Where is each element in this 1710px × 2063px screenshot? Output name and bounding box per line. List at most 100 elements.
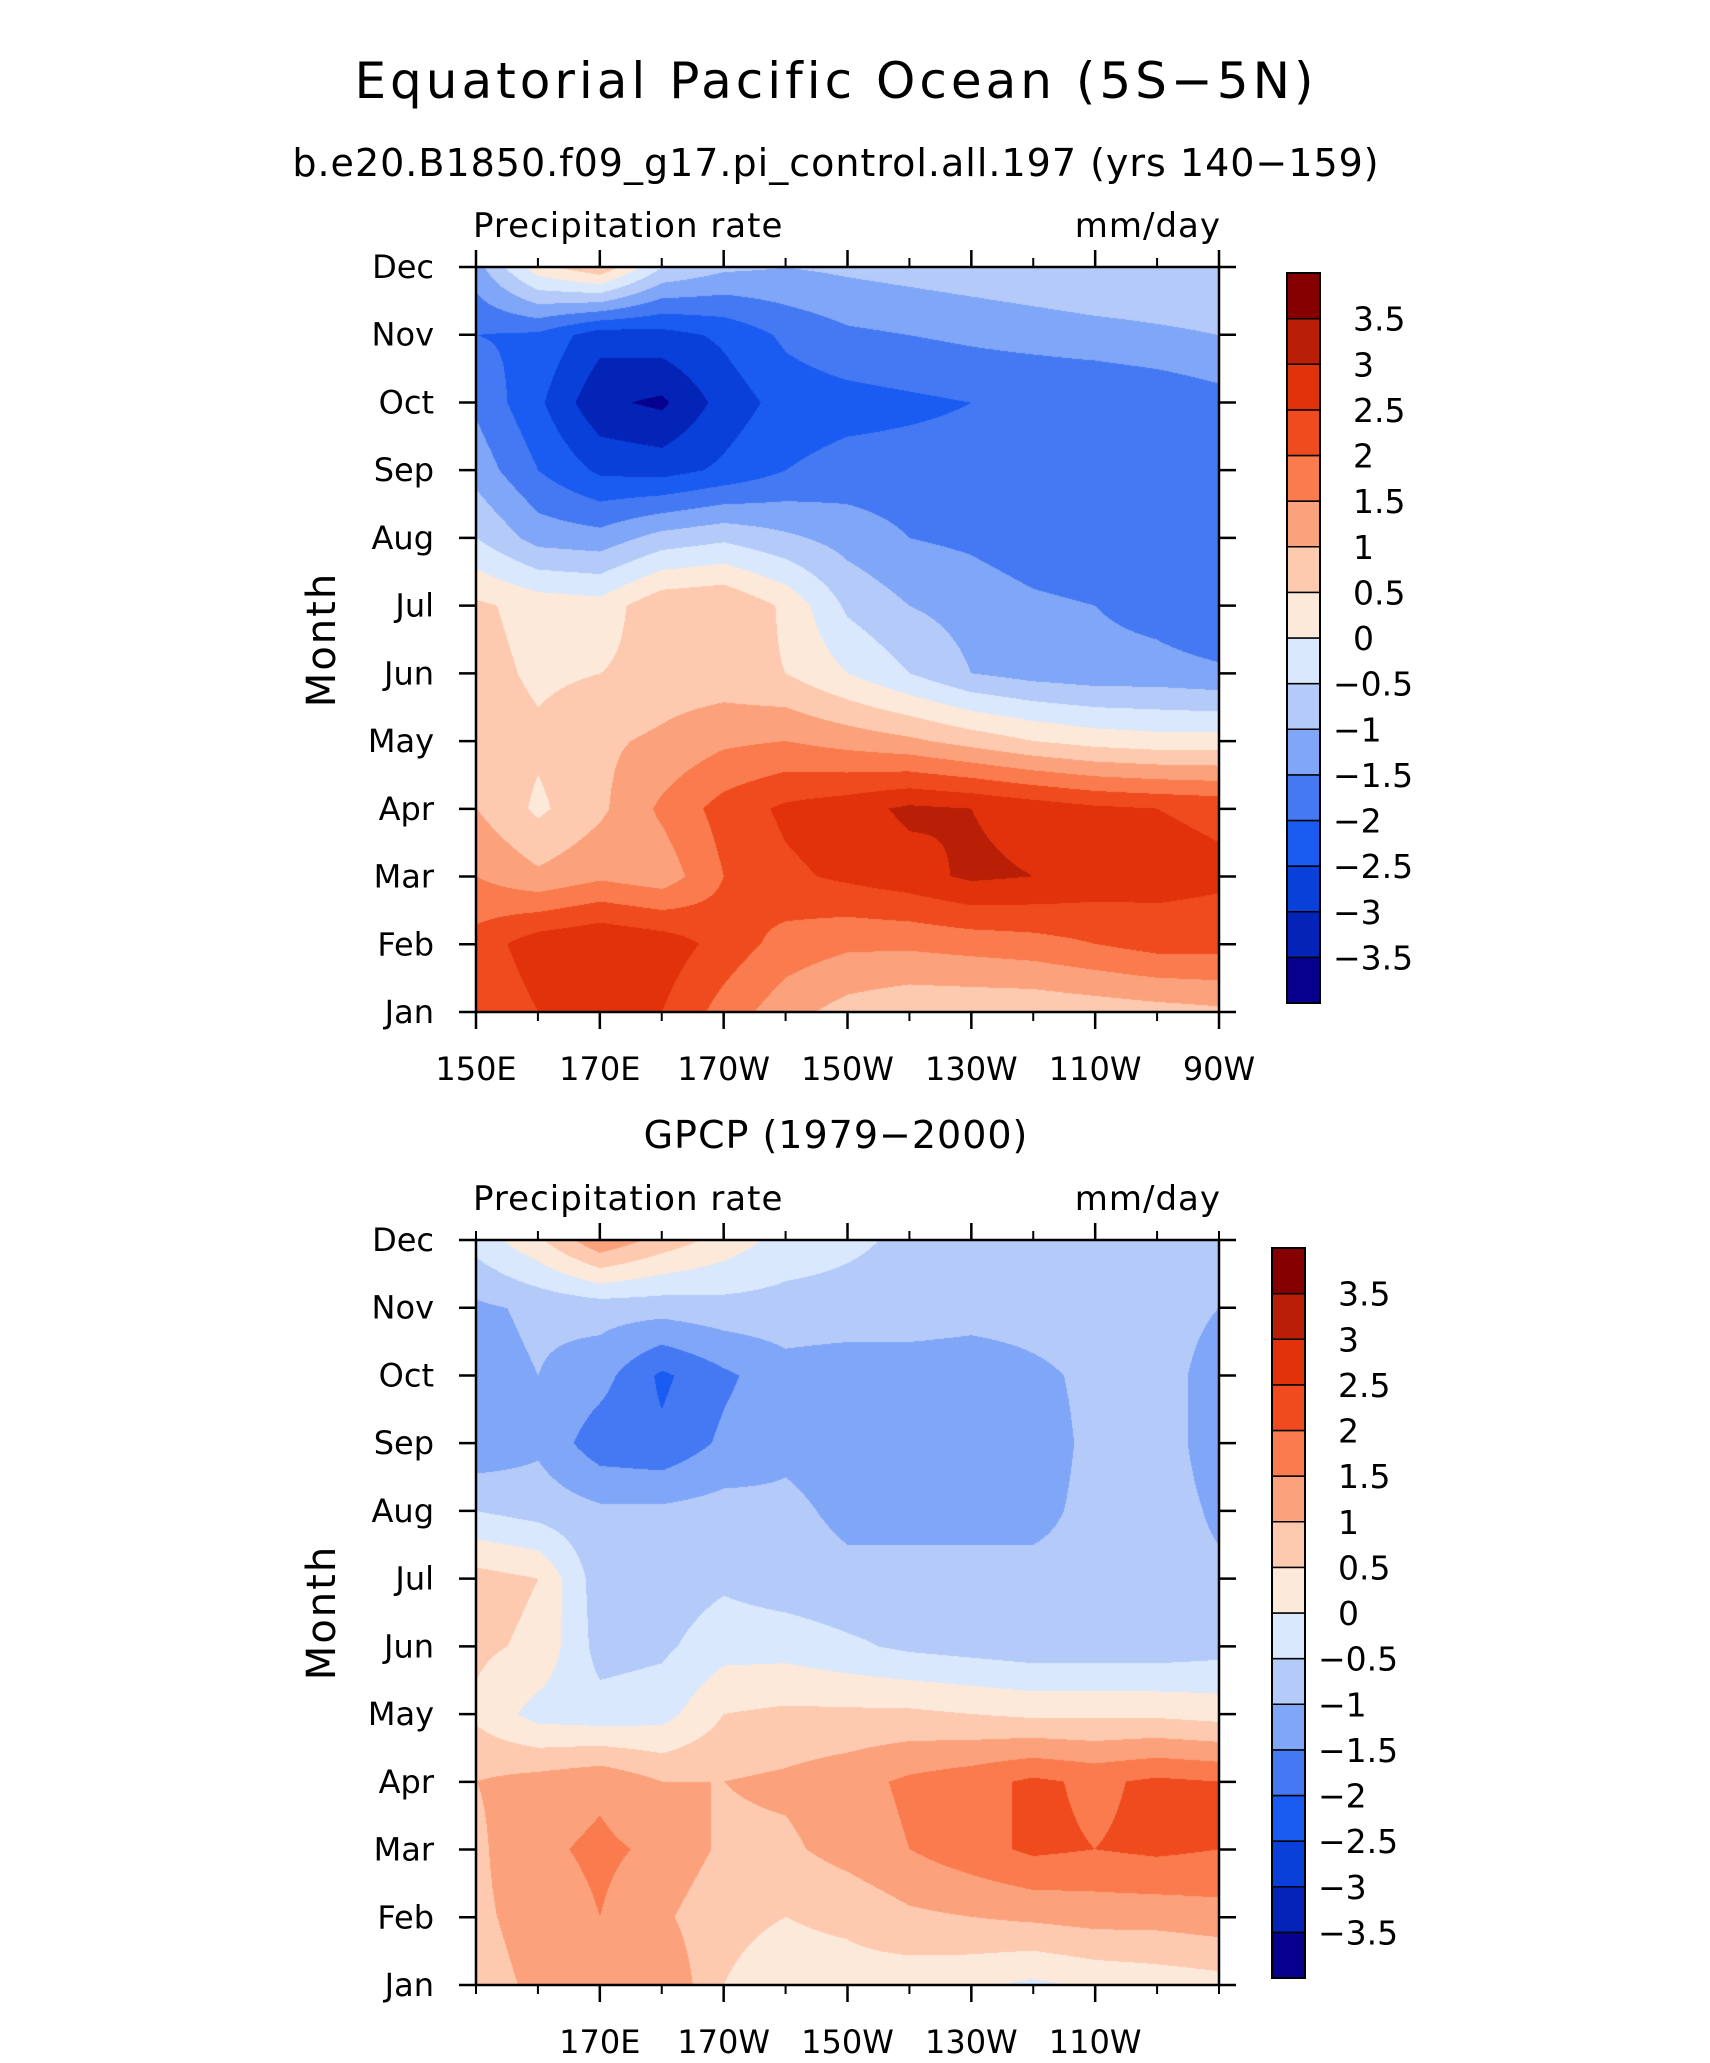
colorbar-swatch <box>1271 1566 1306 1614</box>
y-tick-label: Apr <box>379 1763 435 1801</box>
colorbar-label: 0 <box>1353 619 1374 658</box>
colorbar-label: −0.5 <box>1333 665 1413 704</box>
y-tick-label: Jun <box>382 654 434 692</box>
colorbar-swatch <box>1286 500 1321 548</box>
y-axis-label: Month <box>299 1545 345 1680</box>
colorbar-swatch <box>1286 682 1321 730</box>
panel-subtitle: GPCP (1979−2000) <box>644 1113 1029 1157</box>
y-tick-label: Feb <box>377 1898 434 1936</box>
colorbar-swatch <box>1286 728 1321 776</box>
colorbar-swatch <box>1286 317 1321 365</box>
right-corner-label: mm/day <box>1075 206 1221 246</box>
colorbar-swatch <box>1271 1612 1306 1660</box>
y-tick-label: Oct <box>379 383 434 421</box>
colorbar-frame <box>1271 1247 1306 1979</box>
colorbar-swatch <box>1286 409 1321 457</box>
colorbar-label: −3 <box>1333 893 1382 932</box>
colorbar-label: 1 <box>1353 528 1374 567</box>
colorbar-swatch <box>1286 865 1321 913</box>
colorbar-swatch <box>1271 1338 1306 1386</box>
colorbar-swatch <box>1271 1292 1306 1340</box>
colorbar-swatch <box>1286 272 1321 320</box>
colorbar-swatch <box>1271 1247 1306 1295</box>
colorbar-label: 2 <box>1353 437 1374 476</box>
y-axis-label: Month <box>299 572 345 707</box>
colorbar-label: −2.5 <box>1333 847 1413 886</box>
y-tick-label: Oct <box>379 1356 434 1394</box>
x-tick-label: 130W <box>925 1050 1018 1088</box>
colorbar-swatch <box>1286 774 1321 822</box>
x-tick-label: 110W <box>1049 2023 1142 2059</box>
colorbar-label: −1 <box>1333 710 1382 749</box>
panel-subtitle: b.e20.B1850.f09_g17.pi_control.all.197 (… <box>292 141 1379 185</box>
y-tick-label: Dec <box>372 1221 434 1259</box>
colorbar-swatch <box>1271 1931 1306 1979</box>
colorbar-label: −3.5 <box>1333 938 1413 977</box>
y-tick-label: Feb <box>377 925 434 963</box>
colorbar-swatch <box>1286 637 1321 685</box>
contour-field <box>476 1240 1219 1985</box>
colorbar-label: 1.5 <box>1353 482 1405 521</box>
colorbar: −3.5 −3 −2.5 −2 −1.5 −1 −0.5 0 0.5 1 1.5 2 2.5 3 3.5 <box>1271 1247 1398 1979</box>
y-tick-label: Aug <box>372 519 434 557</box>
y-tick-label: Sep <box>374 1424 434 1462</box>
x-tick-label: 150E <box>435 1050 516 1088</box>
colorbar-swatch <box>1271 1840 1306 1888</box>
x-tick-label: 110W <box>1049 1050 1142 1088</box>
y-tick-label: Apr <box>379 790 435 828</box>
colorbar-swatch <box>1271 1703 1306 1751</box>
y-tick-label: Jan <box>383 1966 434 2004</box>
colorbar-swatch <box>1286 956 1321 1004</box>
colorbar-swatch <box>1286 454 1321 502</box>
y-tick-label: May <box>368 1695 434 1733</box>
colorbar-label: 3 <box>1338 1320 1359 1359</box>
y-tick-label: May <box>368 722 434 760</box>
colorbar-label: −3 <box>1318 1868 1367 1907</box>
y-tick-label: Nov <box>372 1289 434 1327</box>
colorbar-swatch <box>1286 911 1321 959</box>
y-tick-label: Nov <box>372 316 434 354</box>
chart-panel-2: GPCP (1979−2000) Precipitation rate mm/day… <box>299 1113 1398 2061</box>
page-title: Equatorial Pacific Ocean (5S−5N) <box>354 52 1317 110</box>
colorbar-label: −2.5 <box>1318 1822 1398 1861</box>
colorbar-label: −1.5 <box>1318 1731 1398 1770</box>
x-tick-label: 150W <box>801 2023 894 2059</box>
colorbar-swatch <box>1286 819 1321 867</box>
colorbar-swatch <box>1286 546 1321 594</box>
colorbar-label: 3.5 <box>1353 300 1405 339</box>
colorbar-frame <box>1286 272 1321 1004</box>
colorbar-swatch <box>1271 1749 1306 1797</box>
colorbar-label: −2 <box>1333 802 1382 841</box>
colorbar-label: 2.5 <box>1338 1366 1390 1405</box>
colorbar-swatch <box>1271 1657 1306 1705</box>
x-tick-label: 170W <box>677 1050 770 1088</box>
left-corner-label: Precipitation rate <box>473 206 783 246</box>
colorbar-label: 0.5 <box>1338 1548 1390 1587</box>
y-tick-label: Aug <box>372 1492 434 1530</box>
x-tick-label: 170E <box>559 2023 640 2059</box>
colorbar-label: 1 <box>1338 1503 1359 1542</box>
colorbar-label: 3.5 <box>1338 1275 1390 1314</box>
y-tick-label: Dec <box>372 248 434 286</box>
colorbar-label: 0.5 <box>1353 573 1405 612</box>
colorbar-swatch <box>1286 363 1321 411</box>
colorbar-swatch <box>1271 1475 1306 1523</box>
colorbar-label: 2.5 <box>1353 391 1405 430</box>
colorbar: −3.5 −3 −2.5 −2 −1.5 −1 −0.5 0 0.5 1 1.5 2 2.5 3 3.5 <box>1286 272 1413 1004</box>
y-tick-label: Jul <box>393 587 434 625</box>
y-tick-label: Mar <box>374 1831 435 1869</box>
colorbar-swatch <box>1271 1886 1306 1934</box>
x-tick-label: 90W <box>1183 1050 1255 1088</box>
x-tick-label: 170E <box>559 1050 640 1088</box>
colorbar-label: −1 <box>1318 1685 1367 1724</box>
colorbar-label: −2 <box>1318 1777 1367 1816</box>
y-tick-label: Sep <box>374 451 434 489</box>
colorbar-swatch <box>1271 1429 1306 1477</box>
y-tick-label: Jul <box>393 1560 434 1598</box>
colorbar-label: 0 <box>1338 1594 1359 1633</box>
colorbar-label: −1.5 <box>1333 756 1413 795</box>
colorbar-swatch <box>1286 591 1321 639</box>
y-tick-label: Jun <box>382 1627 434 1665</box>
